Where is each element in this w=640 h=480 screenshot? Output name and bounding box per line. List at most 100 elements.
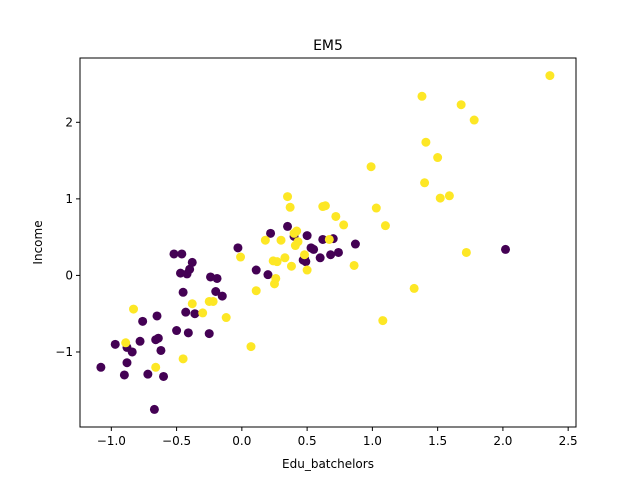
scatter-point-cluster_0 bbox=[110, 339, 120, 349]
scatter-point-cluster_1 bbox=[208, 296, 218, 306]
scatter-point-cluster_1 bbox=[444, 191, 454, 201]
x-tick-label: 1.0 bbox=[363, 434, 382, 448]
scatter-point-cluster_1 bbox=[283, 192, 293, 202]
scatter-point-cluster_0 bbox=[309, 244, 319, 254]
scatter-point-cluster_1 bbox=[378, 316, 388, 326]
scatter-point-cluster_0 bbox=[190, 309, 200, 319]
scatter-point-cluster_1 bbox=[178, 354, 188, 364]
scatter-point-cluster_1 bbox=[331, 211, 341, 221]
scatter-point-cluster_1 bbox=[435, 193, 445, 203]
scatter-point-cluster_0 bbox=[138, 316, 148, 326]
scatter-point-cluster_0 bbox=[301, 257, 311, 267]
scatter-point-cluster_0 bbox=[183, 328, 193, 338]
scatter-point-cluster_0 bbox=[169, 249, 179, 259]
scatter-point-cluster_0 bbox=[212, 273, 222, 283]
scatter-point-cluster_0 bbox=[127, 347, 137, 357]
scatter-point-cluster_1 bbox=[339, 220, 349, 230]
scatter-point-cluster_0 bbox=[318, 234, 328, 244]
scatter-point-cluster_1 bbox=[371, 203, 381, 213]
scatter-point-cluster_0 bbox=[143, 369, 153, 379]
scatter-point-cluster_0 bbox=[315, 253, 325, 263]
x-axis-label: Edu_batchelors bbox=[282, 457, 374, 471]
x-tick-label: 1.5 bbox=[428, 434, 447, 448]
scatter-point-cluster_0 bbox=[263, 270, 273, 280]
scatter-point-cluster_1 bbox=[271, 273, 281, 283]
scatter-point-cluster_1 bbox=[421, 137, 431, 147]
x-tick-label: −1.0 bbox=[97, 434, 126, 448]
scatter-point-cluster_1 bbox=[236, 252, 246, 262]
scatter-point-cluster_1 bbox=[409, 283, 419, 293]
scatter-point-cluster_0 bbox=[251, 265, 261, 275]
scatter-point-cluster_1 bbox=[433, 153, 443, 163]
scatter-point-cluster_0 bbox=[181, 307, 191, 317]
scatter-point-cluster_1 bbox=[456, 100, 466, 110]
scatter-point-cluster_0 bbox=[176, 268, 186, 278]
x-tick-label: 2.0 bbox=[493, 434, 512, 448]
scatter-point-cluster_1 bbox=[320, 201, 330, 211]
scatter-point-cluster_0 bbox=[204, 329, 214, 339]
scatter-point-cluster_1 bbox=[260, 235, 270, 245]
scatter-point-cluster_0 bbox=[172, 326, 182, 336]
scatter-point-cluster_1 bbox=[121, 338, 131, 348]
scatter-point-cluster_0 bbox=[177, 249, 187, 259]
x-tick-label: 0.0 bbox=[232, 434, 251, 448]
scatter-point-cluster_0 bbox=[283, 221, 293, 231]
scatter-point-cluster_0 bbox=[302, 231, 312, 241]
scatter-point-cluster_0 bbox=[152, 311, 162, 321]
scatter-point-cluster_0 bbox=[153, 333, 163, 343]
y-tick-label: −1 bbox=[55, 345, 73, 359]
scatter-point-cluster_0 bbox=[149, 404, 159, 414]
scatter-point-cluster_0 bbox=[178, 287, 188, 297]
scatter-point-cluster_1 bbox=[198, 308, 208, 318]
x-tick-label: 0.5 bbox=[298, 434, 317, 448]
scatter-point-cluster_1 bbox=[272, 257, 282, 267]
scatter-point-cluster_1 bbox=[251, 286, 261, 296]
x-axis-ticks: −1.0 −0.5 0.0 0.5 1.0 1.5 2.0 2.5 bbox=[97, 427, 578, 448]
scatter-point-cluster_1 bbox=[545, 71, 555, 81]
scatter-point-cluster_1 bbox=[221, 313, 231, 323]
scatter-point-cluster_0 bbox=[233, 243, 243, 253]
scatter-point-cluster_1 bbox=[324, 234, 334, 244]
scatter-point-cluster_1 bbox=[292, 226, 302, 236]
data-points bbox=[96, 71, 555, 414]
y-tick-label: 2 bbox=[65, 115, 73, 129]
scatter-point-cluster_0 bbox=[333, 247, 343, 257]
scatter-point-cluster_1 bbox=[286, 261, 296, 271]
scatter-point-cluster_0 bbox=[156, 345, 166, 355]
scatter-point-cluster_1 bbox=[293, 237, 303, 247]
axes-frame bbox=[79, 57, 577, 428]
scatter-point-cluster_0 bbox=[159, 371, 169, 381]
scatter-point-cluster_1 bbox=[461, 247, 471, 257]
scatter-point-cluster_1 bbox=[469, 115, 479, 125]
scatter-point-cluster_1 bbox=[417, 91, 427, 101]
scatter-point-cluster_1 bbox=[285, 202, 295, 212]
scatter-point-cluster_1 bbox=[187, 299, 197, 309]
scatter-point-cluster_1 bbox=[246, 342, 256, 352]
scatter-point-cluster_1 bbox=[280, 253, 290, 263]
scatter-point-cluster_1 bbox=[349, 260, 359, 270]
scatter-point-cluster_1 bbox=[380, 221, 390, 231]
scatter-point-cluster_1 bbox=[151, 362, 161, 372]
x-tick-label: 2.5 bbox=[559, 434, 578, 448]
y-axis-label: Income bbox=[31, 220, 45, 264]
scatter-point-cluster_1 bbox=[300, 250, 310, 260]
scatter-point-cluster_1 bbox=[276, 235, 286, 245]
scatter-point-cluster_1 bbox=[302, 265, 312, 275]
y-tick-label: 1 bbox=[65, 192, 73, 206]
scatter-point-cluster_0 bbox=[119, 370, 129, 380]
scatter-point-cluster_1 bbox=[366, 162, 376, 172]
y-tick-label: 0 bbox=[65, 268, 73, 282]
scatter-point-cluster_1 bbox=[420, 178, 430, 188]
scatter-point-cluster_0 bbox=[96, 362, 106, 372]
scatter-point-cluster_0 bbox=[122, 358, 132, 368]
scatter-point-cluster_0 bbox=[501, 244, 511, 254]
chart-title: EM5 bbox=[313, 38, 343, 54]
scatter-point-cluster_0 bbox=[187, 257, 197, 267]
scatter-point-cluster_0 bbox=[350, 239, 360, 249]
scatter-point-cluster_0 bbox=[217, 291, 227, 301]
scatter-point-cluster_0 bbox=[326, 250, 336, 260]
scatter-point-cluster_0 bbox=[185, 264, 195, 274]
scatter-point-cluster_0 bbox=[211, 286, 221, 296]
